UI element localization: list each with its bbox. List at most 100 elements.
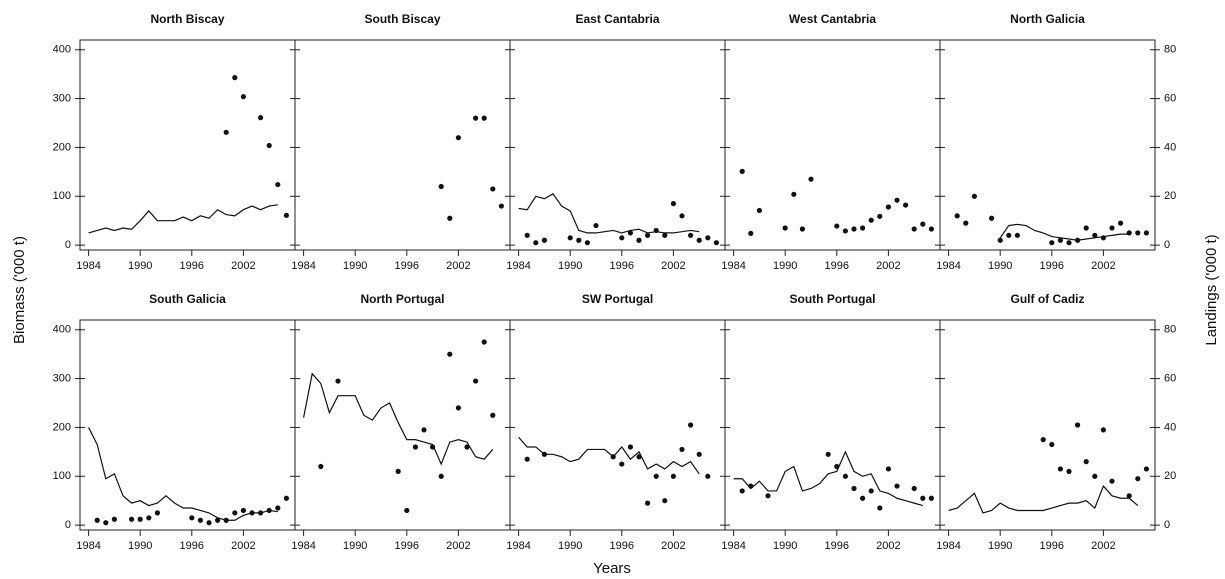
data-point (645, 500, 651, 506)
panel-frame (79, 319, 296, 531)
data-point (851, 226, 857, 232)
data-point (455, 405, 461, 411)
data-point (834, 223, 840, 229)
data-point (447, 215, 453, 221)
data-point (1135, 230, 1141, 236)
data-point (1006, 232, 1012, 238)
data-point (447, 351, 453, 357)
x-tick-label: 2002 (1091, 260, 1115, 272)
x-tick-label: 1984 (76, 260, 100, 272)
data-point (266, 142, 272, 149)
data-point (1143, 466, 1149, 472)
data-line (733, 450, 923, 507)
data-point (877, 505, 883, 511)
data-point (111, 516, 117, 522)
panel-title: SW Portugal (582, 292, 653, 306)
data-point (412, 444, 418, 450)
data-point (197, 517, 203, 523)
data-point (885, 466, 892, 472)
x-tick-label: 2002 (661, 260, 685, 272)
x-tick-label: 1984 (76, 540, 100, 552)
x-tick-label: 1990 (988, 540, 1012, 552)
y-axis-label: Biomass ('000 t) (11, 236, 28, 344)
x-tick-label: 1996 (825, 540, 849, 552)
data-point (851, 485, 857, 492)
data-point (1057, 466, 1063, 472)
data-point (765, 493, 771, 499)
data-point (756, 207, 763, 214)
x-tick-label: 1984 (936, 540, 960, 552)
x-tick-label: 1984 (506, 260, 530, 272)
data-point (481, 339, 487, 345)
panel-title: North Galicia (1010, 12, 1085, 26)
data-point (920, 495, 926, 501)
data-point (215, 517, 221, 523)
data-point (989, 215, 995, 221)
data-point (868, 488, 874, 494)
data-point (842, 473, 849, 479)
data-point (335, 378, 341, 384)
data-point (524, 456, 530, 462)
data-point (404, 507, 410, 514)
panel-title: North Portugal (361, 292, 445, 306)
y2-tick-label: 60 (1164, 373, 1176, 385)
data-point (258, 115, 264, 121)
data-point (627, 444, 634, 450)
data-point (146, 515, 152, 521)
x-tick-label: 1996 (1040, 260, 1064, 272)
data-point (232, 75, 238, 81)
data-point (739, 168, 745, 174)
x-tick-label: 1984 (291, 540, 315, 552)
y2-tick-label: 0 (1164, 519, 1170, 531)
data-point (1092, 232, 1098, 238)
data-point (240, 507, 246, 514)
data-point (627, 230, 634, 236)
x-tick-label: 1990 (773, 540, 797, 552)
x-tick-label: 2002 (876, 540, 900, 552)
panel-title: East Cantabria (575, 12, 659, 26)
x-tick-label: 1990 (128, 260, 152, 272)
data-line (948, 484, 1139, 514)
data-point (1100, 427, 1106, 433)
data-point (825, 451, 831, 457)
data-point (137, 516, 143, 522)
x-axis-label: Years (593, 560, 631, 577)
panel-frame (294, 39, 511, 251)
data-line (88, 427, 278, 521)
x-tick-label: 1984 (721, 260, 745, 272)
data-point (524, 232, 530, 238)
data-point (1066, 240, 1072, 246)
data-point (713, 240, 720, 246)
data-point (679, 213, 685, 219)
data-point (688, 232, 694, 238)
data-point (154, 510, 160, 516)
data-point (997, 237, 1003, 243)
panel-frame (724, 39, 941, 251)
panel-title: South Biscay (364, 12, 440, 26)
y2-tick-label: 0 (1164, 239, 1170, 251)
data-point (395, 468, 401, 474)
y-tick-label: 0 (65, 519, 71, 531)
y2-tick-label: 60 (1164, 93, 1176, 105)
x-tick-label: 2002 (876, 260, 900, 272)
panel-frame (939, 319, 1156, 531)
panel-title: North Biscay (150, 12, 224, 26)
data-point (283, 495, 289, 501)
panel-frame (939, 39, 1156, 251)
data-point (971, 193, 978, 199)
y-tick-label: 400 (53, 324, 71, 336)
y2-tick-label: 20 (1164, 190, 1176, 202)
data-point (670, 473, 677, 479)
y-tick-label: 100 (53, 190, 71, 202)
data-point (885, 204, 892, 210)
data-point (473, 115, 479, 121)
data-point (438, 473, 444, 479)
x-tick-label: 1996 (180, 260, 204, 272)
x-tick-label: 1984 (721, 540, 745, 552)
data-point (1083, 225, 1089, 231)
x-tick-label: 1996 (825, 260, 849, 272)
data-line (518, 436, 700, 475)
x-tick-label: 1990 (128, 540, 152, 552)
y-tick-label: 200 (53, 421, 71, 433)
